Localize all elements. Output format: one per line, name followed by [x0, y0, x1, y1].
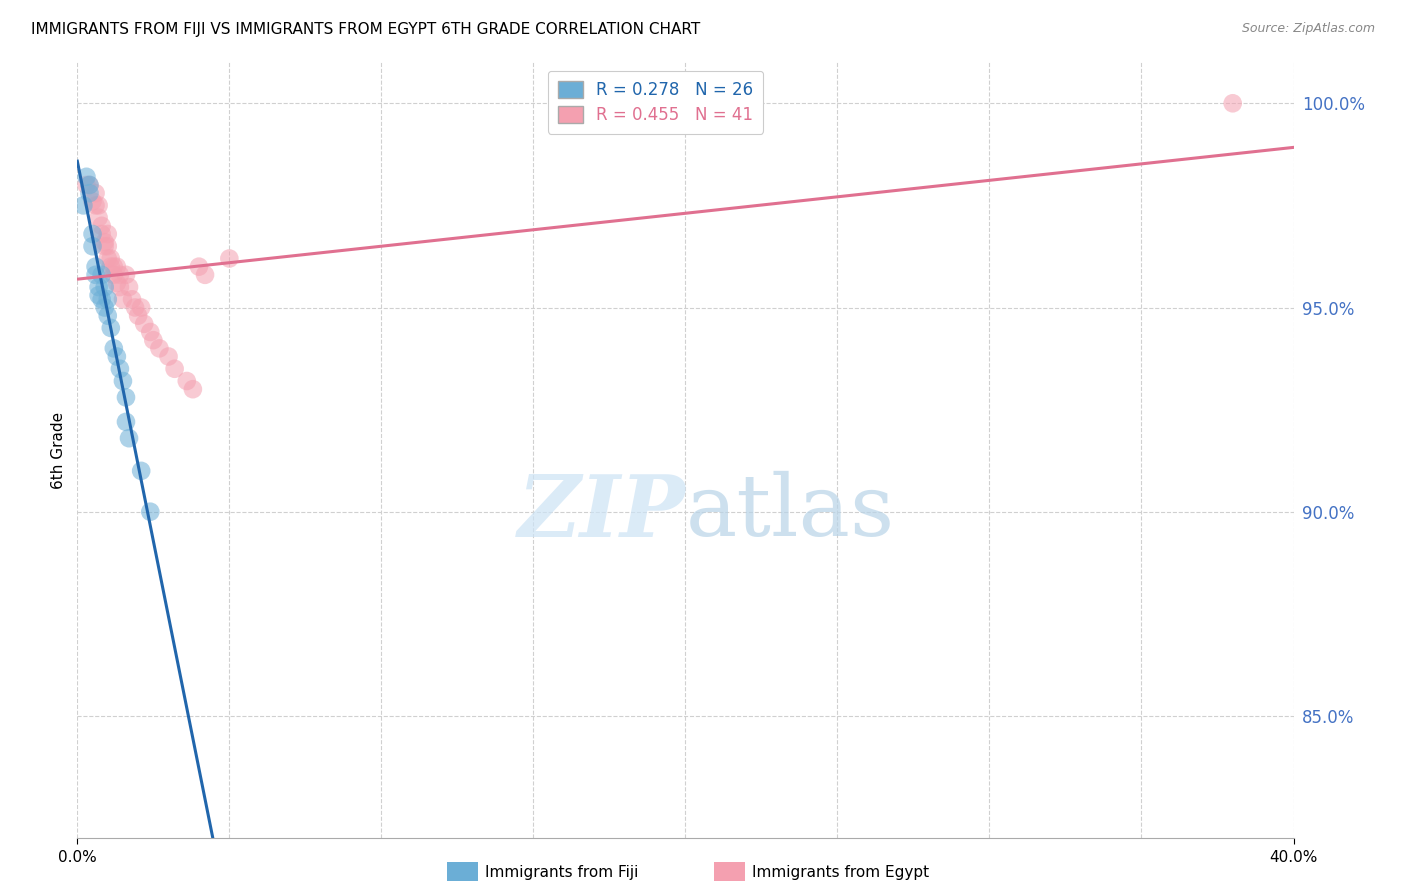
Point [90, 293, 112, 307]
Point [194, 268, 217, 282]
Point [103, 260, 125, 274]
Legend: R = 0.278   N = 26, R = 0.455   N = 41: R = 0.278 N = 26, R = 0.455 N = 41 [548, 70, 763, 134]
Point [124, 301, 146, 315]
Point [82, 227, 104, 241]
Y-axis label: 6th Grade: 6th Grade [51, 412, 66, 489]
Point [100, 260, 122, 274]
Point [84, 268, 107, 282]
Text: Source: ZipAtlas.com: Source: ZipAtlas.com [1241, 22, 1375, 36]
Point [163, 361, 186, 376]
Point [103, 268, 125, 282]
Point [157, 350, 180, 364]
Point [108, 268, 131, 282]
Point [90, 268, 112, 282]
Point [93, 235, 115, 249]
Point [97, 239, 120, 253]
Point [111, 293, 134, 307]
Point [84, 198, 107, 212]
Point [1222, 96, 1244, 111]
Point [93, 301, 115, 315]
Point [218, 252, 240, 266]
Point [87, 198, 110, 212]
Point [97, 227, 120, 241]
Point [105, 350, 128, 364]
Point [90, 219, 112, 233]
Point [181, 382, 204, 396]
Point [103, 342, 125, 356]
Point [87, 211, 110, 225]
Point [84, 186, 107, 201]
Point [75, 178, 97, 192]
Text: Immigrants from Fiji: Immigrants from Fiji [485, 865, 638, 880]
Point [105, 260, 128, 274]
Point [118, 280, 141, 294]
Point [127, 309, 149, 323]
Point [142, 333, 165, 347]
Point [105, 276, 128, 290]
Point [115, 390, 138, 404]
Point [97, 309, 120, 323]
Point [75, 169, 97, 184]
Point [134, 317, 156, 331]
Point [84, 260, 107, 274]
Point [79, 178, 101, 192]
Point [129, 464, 152, 478]
Point [115, 268, 138, 282]
Point [87, 280, 110, 294]
Point [118, 431, 141, 445]
Point [87, 288, 110, 302]
Point [176, 374, 198, 388]
Point [93, 239, 115, 253]
Text: ZIP: ZIP [517, 471, 686, 554]
Point [115, 415, 138, 429]
Point [79, 178, 101, 192]
Point [100, 321, 122, 335]
Point [72, 198, 94, 212]
Point [108, 361, 131, 376]
Point [79, 186, 101, 201]
Point [82, 239, 104, 253]
Point [82, 194, 104, 209]
Point [148, 342, 170, 356]
Point [108, 280, 131, 294]
Point [100, 252, 122, 266]
Text: atlas: atlas [686, 471, 894, 554]
Point [121, 293, 143, 307]
Point [139, 505, 162, 519]
Point [129, 301, 152, 315]
Text: IMMIGRANTS FROM FIJI VS IMMIGRANTS FROM EGYPT 6TH GRADE CORRELATION CHART: IMMIGRANTS FROM FIJI VS IMMIGRANTS FROM … [31, 22, 700, 37]
Point [111, 374, 134, 388]
Point [139, 325, 162, 339]
Point [90, 227, 112, 241]
Point [93, 280, 115, 294]
Text: Immigrants from Egypt: Immigrants from Egypt [752, 865, 929, 880]
Point [188, 260, 211, 274]
Point [97, 252, 120, 266]
Point [97, 293, 120, 307]
